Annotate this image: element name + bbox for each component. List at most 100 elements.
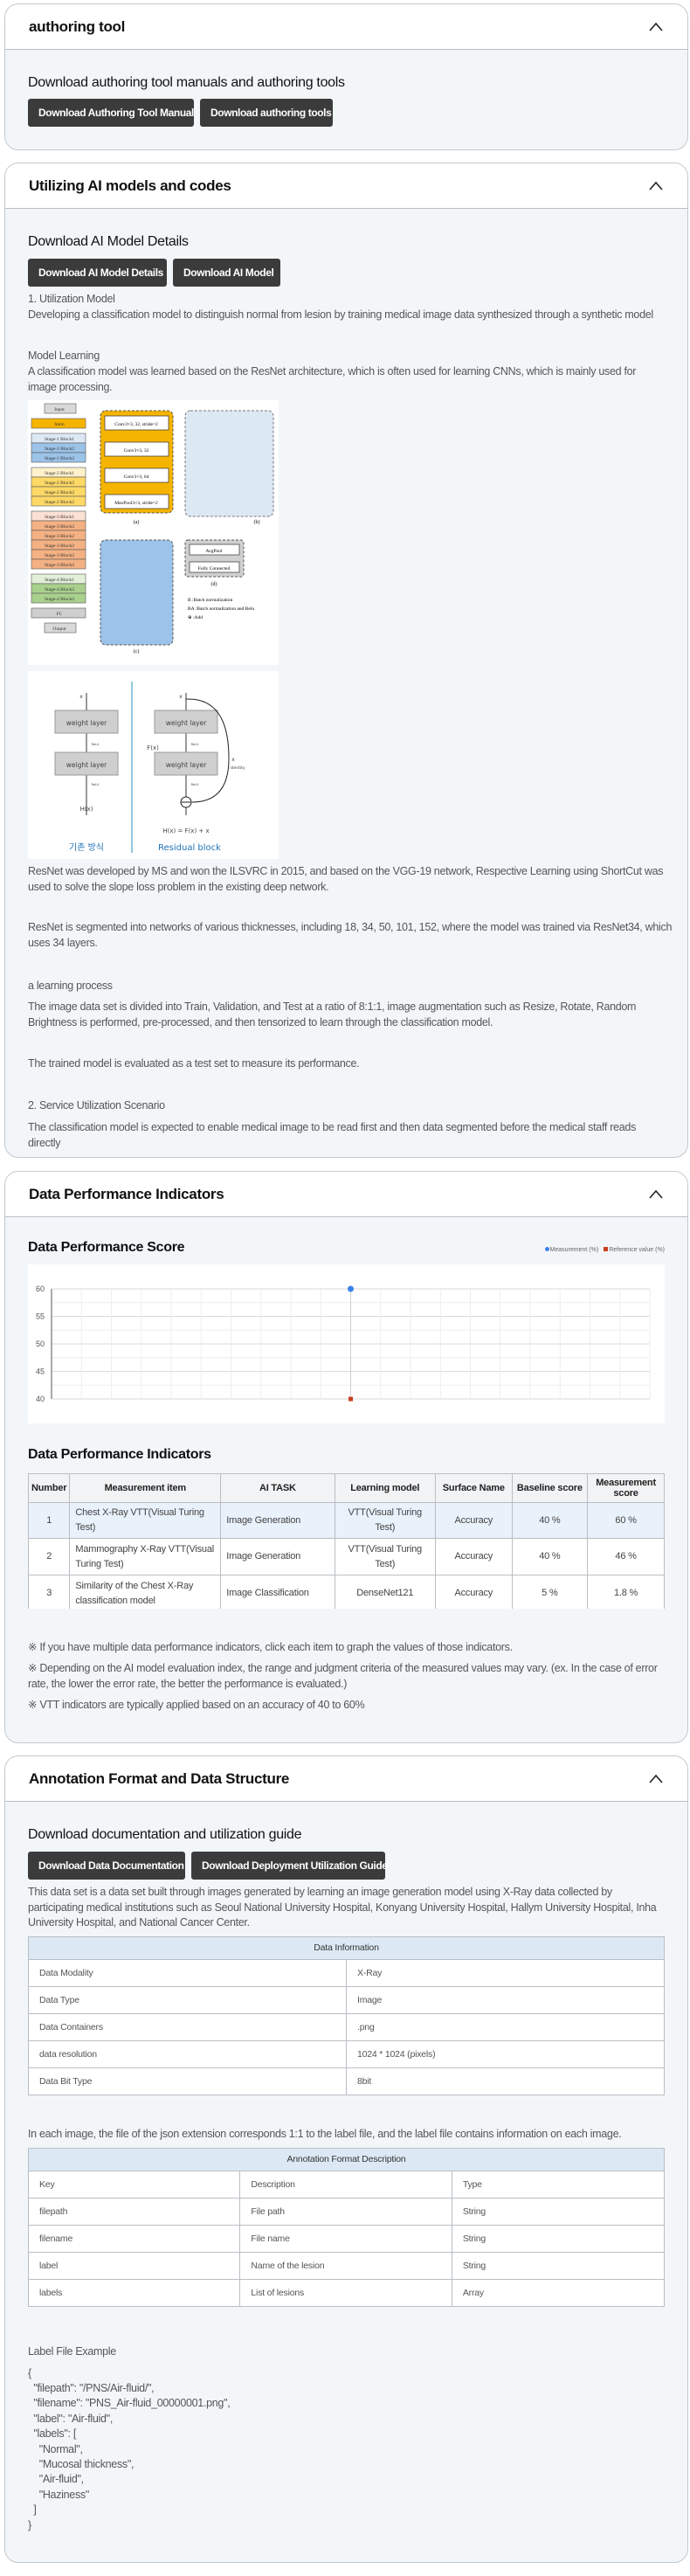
learning-text: A classification model was learned based… — [28, 365, 637, 393]
stage-block — [31, 418, 86, 429]
resnet-architecture-figure: Input Stem Stage-1 Block1 Stage-1 Block2 Sta… — [28, 400, 279, 665]
measurement-point[interactable] — [348, 1285, 354, 1292]
table-cell: Image Generation — [220, 1538, 335, 1575]
performance-panel: Data Performance Indicators Measurement … — [4, 1171, 688, 1743]
figure-legend-text: ⊕ :Add — [188, 615, 203, 620]
stage-label: Stage-4 Block2 — [45, 597, 74, 602]
download-model-button[interactable]: Download AI Model — [173, 259, 280, 287]
figure-label: x — [179, 694, 183, 700]
stage-label: Stage-1 Block2 — [45, 447, 74, 452]
chart-legend: Measurement (%) Reference value (%) — [544, 1247, 665, 1253]
chevron-up-icon[interactable] — [648, 1187, 664, 1202]
table-cell: Accuracy — [435, 1502, 513, 1539]
stage-block — [31, 592, 86, 604]
table-cell: 46 % — [587, 1538, 665, 1575]
table-row: Key Description Type — [27, 2170, 666, 2199]
figure-caption: (c) — [134, 648, 140, 654]
table-cell: 1.8 % — [587, 1575, 665, 1609]
chevron-up-icon[interactable] — [648, 19, 664, 35]
stage-block — [44, 622, 77, 634]
table-cell: 40 % — [511, 1502, 589, 1539]
table-cell: Name of the lesion — [239, 2251, 452, 2280]
table-row[interactable]: 2 Mammography X-Ray VTT(Visual Turing Tes… — [28, 1538, 665, 1575]
stage-label: Stage-3 Block2 — [45, 553, 74, 558]
table-row[interactable]: 1 Chest X-Ray VTT(Visual Turing Test) Imag… — [28, 1502, 665, 1539]
table-cell: Data Type — [28, 1985, 347, 2014]
download-guide-button[interactable]: Download Deployment Utilization Guide — [191, 1852, 388, 1880]
table-header: Annotation Format Description — [28, 2147, 665, 2171]
table-cell: 1 — [28, 1502, 71, 1539]
performance-table-scroll[interactable]: Number Measurement item AI TASK Learning mo… — [28, 1473, 665, 1609]
download-tools-button[interactable]: Download authoring tools — [200, 99, 333, 127]
table-row: filename File name String — [27, 2224, 666, 2253]
figure-label: H(x) = F(x) + x — [162, 828, 209, 834]
table-cell: filepath — [27, 2197, 241, 2226]
panel-title: Data Performance Indicators — [29, 1185, 224, 1202]
stage-label: Stage-4 Block2 — [45, 587, 74, 592]
stem-layer-label: MaxPool3×3, stride=2 — [114, 501, 158, 506]
download-manual-button[interactable]: Download Authoring Tool Manual — [28, 99, 194, 127]
table-cell: label — [27, 2251, 241, 2280]
table-cell: 60 % — [587, 1502, 665, 1539]
stage-label: Stage-1 Block2 — [45, 456, 74, 461]
stage-label: Stage-2 Block2 — [45, 490, 74, 495]
legend-reference[interactable]: Reference value (%) — [604, 1247, 665, 1253]
figure-label: 기존 방식 — [69, 842, 104, 853]
data-information-table: Data Information Data Modality X-Ray Data T… — [28, 1935, 665, 2095]
stage-label: Stage-2 Block2 — [45, 481, 74, 486]
table-cell: .png — [346, 2012, 665, 2041]
column-header: Baseline score — [511, 1473, 589, 1503]
table-cell: 1024 * 1024 (pixels) — [346, 2039, 665, 2068]
table-row: Data Bit Type 8bit — [28, 2067, 665, 2095]
figure-caption: (a) — [134, 519, 140, 525]
resnet-depths-text: ResNet is segmented into networks of var… — [28, 921, 673, 949]
table-cell: 8bit — [346, 2067, 665, 2095]
table-cell: data resolution — [28, 2039, 347, 2068]
figure-label: Residual block — [158, 843, 221, 853]
table-cell: 2 — [28, 1538, 71, 1575]
table-heading: Data Performance Indicators — [28, 1447, 211, 1462]
table-cell: X-Ray — [346, 1958, 665, 1987]
stage-label: Input — [54, 407, 65, 412]
table-cell: filename — [27, 2224, 241, 2253]
download-model-details-button[interactable]: Download AI Model Details — [28, 259, 167, 287]
table-cell: 40 % — [511, 1538, 589, 1575]
panel-header[interactable]: Data Performance Indicators — [5, 1172, 687, 1217]
column-header: Measurement item — [69, 1473, 222, 1503]
table-cell: 3 — [28, 1575, 71, 1609]
figure-label: ReLU — [92, 743, 100, 746]
panel-title: authoring tool — [29, 17, 126, 35]
table-cell: Similarity of the Chest X-Ray classifica… — [69, 1575, 222, 1609]
legend-measurement[interactable]: Measurement (%) — [544, 1247, 598, 1253]
panel-header[interactable]: authoring tool — [5, 4, 687, 50]
figure-label: ReLU — [92, 783, 100, 786]
figure-label: x — [231, 757, 235, 763]
scenario-label: 2. Service Utilization Scenario — [28, 1099, 165, 1111]
panel-header[interactable]: Utilizing AI models and codes — [5, 163, 687, 209]
column-header: Number — [28, 1473, 71, 1503]
chart-heading: Data Performance Score — [28, 1240, 185, 1255]
table-cell: Data Modality — [28, 1958, 347, 1987]
table-row[interactable]: 3 Similarity of the Chest X-Ray classific… — [28, 1575, 665, 1609]
reference-point[interactable] — [348, 1396, 353, 1402]
chevron-up-icon[interactable] — [648, 1771, 664, 1787]
table-cell: String — [451, 2197, 666, 2226]
table-cell: Mammography X-Ray VTT(Visual Turing Test… — [69, 1538, 222, 1575]
table-cell: Key — [27, 2170, 241, 2199]
stage-label: Stage-3 Block2 — [45, 534, 74, 539]
y-tick-label: 55 — [36, 1312, 45, 1321]
utilization-text: Developing a classification model to dis… — [28, 308, 653, 321]
panel-header[interactable]: Annotation Format and Data Structure — [5, 1756, 687, 1802]
chevron-up-icon[interactable] — [648, 178, 664, 194]
stage-block — [31, 607, 86, 619]
performance-chart: 40 45 50 55 60 — [28, 1264, 665, 1423]
json-description: In each image, the file of the json exte… — [28, 2127, 622, 2140]
stage-label: Stage-3 Block2 — [45, 544, 74, 549]
annotation-panel: Annotation Format and Data Structure Dow… — [4, 1755, 688, 2563]
table-cell: labels — [27, 2278, 241, 2307]
table-cell: VTT(Visual Turing Test) — [334, 1502, 436, 1539]
stage-label: Stage-1 Block1 — [45, 437, 74, 442]
ai-models-panel: Utilizing AI models and codes Download A… — [4, 163, 688, 1158]
authoring-tool-panel: authoring tool Download authoring tool m… — [4, 3, 688, 150]
download-documentation-button[interactable]: Download Data Documentation — [28, 1852, 185, 1880]
